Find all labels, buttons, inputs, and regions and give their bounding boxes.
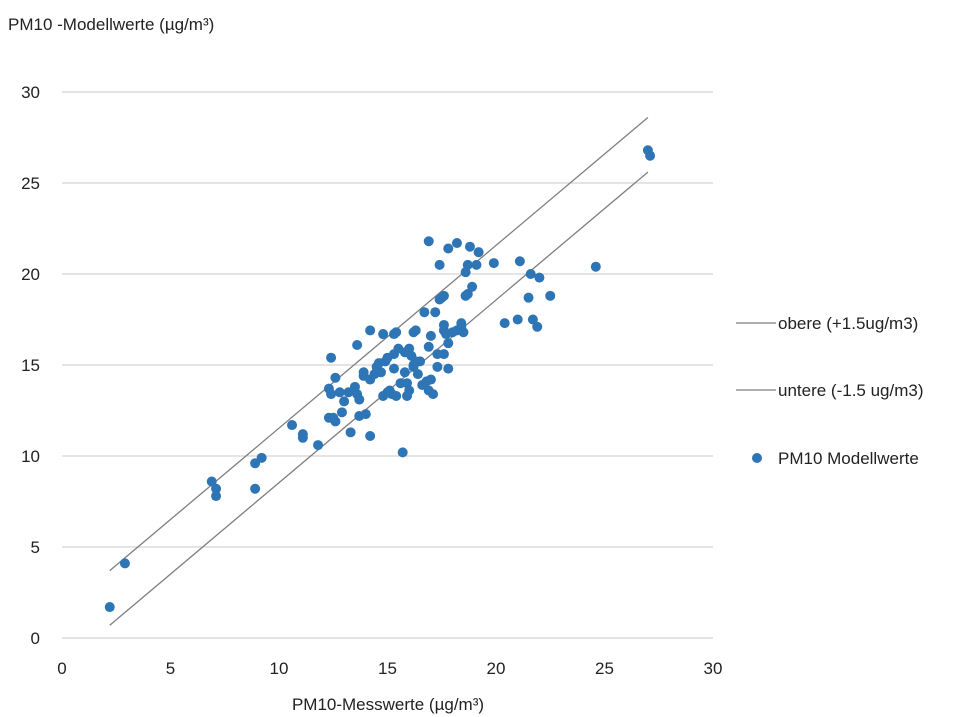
x-tick-label: 10 (270, 659, 289, 678)
x-tick-label: 0 (57, 659, 66, 678)
data-point (345, 427, 356, 438)
y-tick-label: 10 (21, 447, 40, 466)
scatter-points (104, 145, 656, 613)
data-point (525, 269, 536, 279)
data-point (419, 307, 430, 318)
data-point (523, 292, 534, 303)
data-point (425, 374, 436, 385)
y-tick-label: 5 (31, 538, 40, 557)
data-point (330, 416, 341, 427)
y-tick-labels: 0 5 10 15 20 25 30 (21, 83, 40, 648)
data-point (471, 259, 482, 270)
series-lines (109, 116, 649, 626)
data-point (430, 307, 441, 318)
data-point (488, 258, 499, 269)
y-tick-label: 0 (31, 629, 40, 648)
data-point (378, 329, 389, 340)
legend: obere (+1.5ug/m3) untere (-1.5 ug/m3) PM… (736, 314, 924, 468)
data-point (256, 452, 267, 463)
data-point (336, 407, 347, 418)
data-point (438, 290, 449, 301)
data-point (297, 432, 308, 443)
data-point (456, 318, 467, 329)
data-point (313, 440, 324, 451)
series-line-0 (109, 116, 649, 572)
y-axis-title: PM10 -Modellwerte (µg/m³) (8, 15, 214, 34)
x-tick-label: 20 (487, 659, 506, 678)
data-point (391, 327, 402, 338)
legend-swatch-modellwerte (752, 453, 762, 463)
series-line-1 (109, 171, 649, 626)
x-tick-label: 15 (378, 659, 397, 678)
data-point (458, 327, 469, 338)
x-axis-title: PM10-Messwerte (µg/m³) (292, 695, 484, 714)
data-point (330, 372, 341, 383)
data-point (443, 363, 454, 374)
data-point (339, 396, 350, 407)
data-point (443, 338, 454, 349)
data-point (399, 367, 410, 378)
data-point (354, 394, 365, 405)
data-point (119, 558, 130, 569)
y-tick-label: 25 (21, 174, 40, 193)
data-point (462, 259, 473, 270)
data-point (360, 409, 371, 420)
data-point (397, 447, 408, 458)
data-point (512, 314, 523, 325)
data-point (464, 241, 475, 252)
data-point (514, 256, 525, 267)
data-point (410, 325, 421, 336)
x-tick-label: 25 (595, 659, 614, 678)
data-point (443, 243, 454, 254)
y-tick-label: 30 (21, 83, 40, 102)
data-point (432, 361, 443, 372)
legend-label-untere: untere (-1.5 ug/m3) (778, 381, 924, 400)
data-point (473, 247, 484, 258)
data-point (206, 476, 217, 487)
data-point (534, 272, 545, 283)
data-point (415, 356, 426, 367)
data-point (104, 602, 115, 613)
data-point (211, 491, 222, 502)
data-point (352, 339, 363, 350)
x-tick-labels: 0 5 10 15 20 25 30 (57, 659, 722, 678)
legend-label-modellwerte: PM10 Modellwerte (778, 449, 919, 468)
data-point (412, 369, 423, 380)
x-tick-label: 30 (704, 659, 723, 678)
data-point (462, 289, 473, 300)
data-point (423, 341, 434, 352)
data-point (645, 150, 656, 161)
data-point (365, 325, 376, 336)
data-point (391, 390, 402, 401)
data-point (499, 318, 510, 329)
y-tick-label: 15 (21, 356, 40, 375)
data-point (365, 430, 376, 441)
data-point (451, 238, 462, 249)
data-point (545, 290, 556, 301)
data-point (532, 321, 543, 332)
data-point (375, 367, 386, 378)
data-point (389, 363, 400, 374)
data-point (467, 281, 478, 292)
gridlines (62, 91, 713, 639)
data-point (250, 483, 261, 494)
legend-label-obere: obere (+1.5ug/m3) (778, 314, 918, 333)
data-point (287, 420, 298, 431)
x-tick-label: 5 (166, 659, 175, 678)
data-point (438, 349, 449, 360)
data-point (428, 389, 439, 400)
data-point (590, 261, 601, 272)
data-point (425, 330, 436, 341)
data-point (404, 385, 415, 396)
data-point (423, 236, 434, 247)
data-point (326, 389, 337, 400)
data-point (211, 483, 222, 494)
data-point (527, 314, 538, 325)
y-tick-label: 20 (21, 265, 40, 284)
data-point (434, 259, 445, 270)
data-point (326, 352, 337, 363)
data-point (334, 387, 345, 398)
